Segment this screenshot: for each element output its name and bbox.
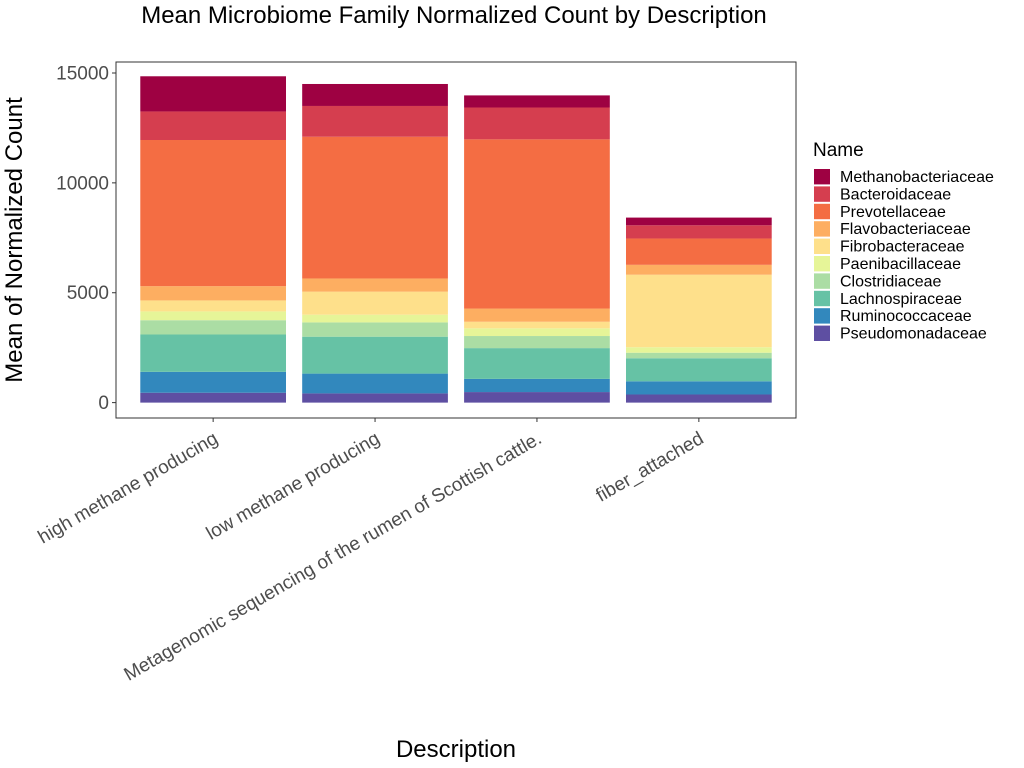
bar-segment-pseudomonadaceae [140, 392, 286, 403]
bar-segment-lachnospiraceae [464, 348, 610, 379]
bar-segment-paenibacillaceae [140, 311, 286, 321]
legend-item-bacteroidaceae: Bacteroidaceae [814, 186, 951, 203]
bar-segment-clostridiaceae [140, 320, 286, 335]
bar-segment-methanobacteriaceae [302, 83, 448, 106]
legend-title: Name [813, 140, 864, 161]
legend-swatch [814, 186, 830, 202]
bar-stack-metagenomic-sequencing-of-the-rumen-of-scottish-cattle [464, 95, 610, 403]
legend-item-methanobacteriaceae: Methanobacteriaceae [814, 169, 994, 186]
bar-segment-bacteroidaceae [302, 105, 448, 137]
legend-swatch [814, 308, 830, 324]
bar-segment-ruminococcaceae [302, 373, 448, 394]
bar-segment-lachnospiraceae [302, 336, 448, 374]
legend-swatch [814, 221, 830, 237]
legend: Name MethanobacteriaceaeBacteroidaceaePr… [813, 140, 994, 343]
bar-segment-bacteroidaceae [464, 107, 610, 140]
x-tick-label: low methane producing [203, 428, 384, 544]
y-tick-label: 10000 [56, 173, 109, 194]
y-axis: 0 5000 10000 15000 [56, 63, 116, 414]
bar-segment-ruminococcaceae [464, 378, 610, 393]
bar-segment-methanobacteriaceae [626, 217, 772, 226]
x-tick-label: fiber_attached [593, 428, 708, 506]
bar-segment-lachnospiraceae [140, 334, 286, 372]
bar-segment-prevotellaceae [302, 136, 448, 279]
bar-segment-clostridiaceae [464, 336, 610, 349]
legend-item-clostridiaceae: Clostridiaceae [814, 273, 941, 290]
bar-segment-pseudomonadaceae [626, 394, 772, 403]
bar-segment-fibrobacteraceae [302, 291, 448, 315]
bar-segment-methanobacteriaceae [140, 76, 286, 112]
chart-title: Mean Microbiome Family Normalized Count … [141, 2, 767, 29]
legend-swatch [814, 290, 830, 307]
bar-segment-pseudomonadaceae [302, 393, 448, 403]
legend-label: Ruminococcaceae [840, 308, 972, 325]
bar-segment-paenibacillaceae [626, 347, 772, 353]
bar-segment-fibrobacteraceae [140, 300, 286, 312]
y-tick-label: 0 [98, 393, 109, 414]
legend-swatch [814, 325, 830, 341]
bar-segment-bacteroidaceae [626, 225, 772, 239]
legend-swatch [814, 273, 830, 289]
bar-segment-fibrobacteraceae [626, 274, 772, 348]
y-tick-label: 15000 [56, 63, 109, 84]
legend-item-pseudomonadaceae: Pseudomonadaceae [814, 325, 987, 343]
legend-label: Paenibacillaceae [840, 256, 961, 273]
bar-segment-prevotellaceae [140, 140, 286, 287]
bar-segment-clostridiaceae [626, 352, 772, 359]
x-axis-title: Description [396, 736, 516, 763]
legend-item-paenibacillaceae: Paenibacillaceae [814, 256, 961, 273]
legend-swatch [814, 169, 830, 185]
legend-item-flavobacteriaceae: Flavobacteriaceae [814, 221, 971, 238]
legend-label: Lachnospiraceae [840, 291, 962, 308]
legend-label: Clostridiaceae [840, 273, 941, 290]
bar-segment-ruminococcaceae [626, 381, 772, 395]
bar-segment-pseudomonadaceae [464, 392, 610, 403]
y-tick-label: 5000 [67, 283, 109, 304]
legend-label: Flavobacteriaceae [840, 221, 971, 238]
legend-item-prevotellaceae: Prevotellaceae [814, 203, 946, 221]
bar-segment-prevotellaceae [464, 139, 610, 309]
bar-segment-paenibacillaceae [464, 328, 610, 337]
bar-segment-clostridiaceae [302, 322, 448, 337]
plot-panel-border [115, 61, 797, 419]
bar-segment-fibrobacteraceae [464, 321, 610, 329]
bar-segment-paenibacillaceae [302, 314, 448, 323]
bar-segment-bacteroidaceae [140, 111, 286, 141]
legend-swatch [814, 256, 830, 272]
bar-segment-prevotellaceae [626, 238, 772, 265]
legend-label: Pseudomonadaceae [840, 326, 987, 343]
legend-label: Prevotellaceae [840, 204, 946, 221]
legend-swatch [814, 238, 830, 254]
bar-segment-flavobacteriaceae [140, 286, 286, 301]
legend-item-lachnospiraceae: Lachnospiraceae [814, 290, 962, 308]
bars-layer [140, 76, 772, 403]
bar-segment-lachnospiraceae [626, 358, 772, 382]
legend-label: Bacteroidaceae [840, 186, 951, 203]
legend-swatch [814, 203, 830, 220]
legend-item-fibrobacteraceae: Fibrobacteraceae [814, 238, 965, 256]
bar-segment-flavobacteriaceae [626, 264, 772, 275]
bar-stack-fiber-attached [626, 217, 772, 403]
bar-segment-flavobacteriaceae [302, 278, 448, 292]
legend-label: Fibrobacteraceae [840, 239, 965, 256]
legend-label: Methanobacteriaceae [840, 169, 994, 186]
y-axis-title: Mean of Normalized Count [1, 97, 28, 383]
bar-stack-low-methane-producing [302, 83, 448, 403]
bar-segment-ruminococcaceae [140, 371, 286, 393]
bar-stack-high-methane-producing [140, 76, 286, 403]
legend-item-ruminococcaceae: Ruminococcaceae [814, 308, 972, 325]
x-tick-label: high methane producing [35, 428, 222, 548]
bar-segment-flavobacteriaceae [464, 308, 610, 322]
bar-segment-methanobacteriaceae [464, 95, 610, 108]
